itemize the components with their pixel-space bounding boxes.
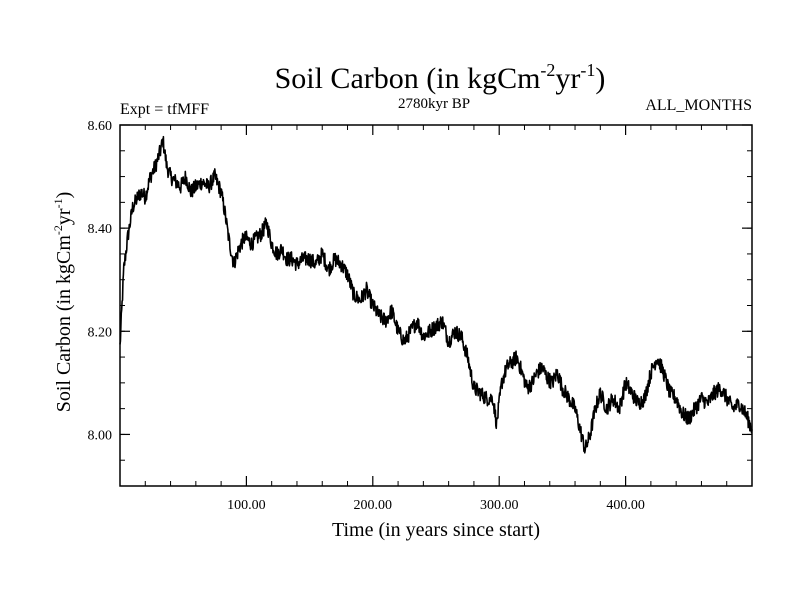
y-minor-ticks [120,124,752,487]
x-minor-ticks [144,125,728,486]
x-tick-label: 100.00 [227,498,266,513]
soil-carbon-series-line [119,135,753,454]
x-tick-label: 200.00 [354,498,393,513]
series-layer [119,135,753,454]
y-tick-label: 8.60 [88,119,113,134]
chart-title: Soil Carbon (in kgCm-2yr-1) [275,60,606,95]
x-tick-label: 300.00 [480,498,519,513]
x-axis-label: Time (in years since start) [332,519,540,541]
x-major-ticks: 100.00 200.00 300.00 400.00 [227,125,645,513]
plot-frame [119,124,753,487]
experiment-label: Expt = tfMFF [120,101,209,118]
y-tick-label: 8.20 [88,325,113,340]
y-tick-label: 8.00 [88,428,113,443]
y-tick-label: 8.40 [88,222,113,237]
x-tick-label: 400.00 [606,498,645,513]
y-axis-label: Soil Carbon (in kgCm-2yr-1) [51,192,75,413]
y-major-ticks: 8.00 8.20 8.40 8.60 [88,119,752,443]
period-label: 2780kyr BP [398,96,470,112]
months-label: ALL_MONTHS [645,97,752,114]
